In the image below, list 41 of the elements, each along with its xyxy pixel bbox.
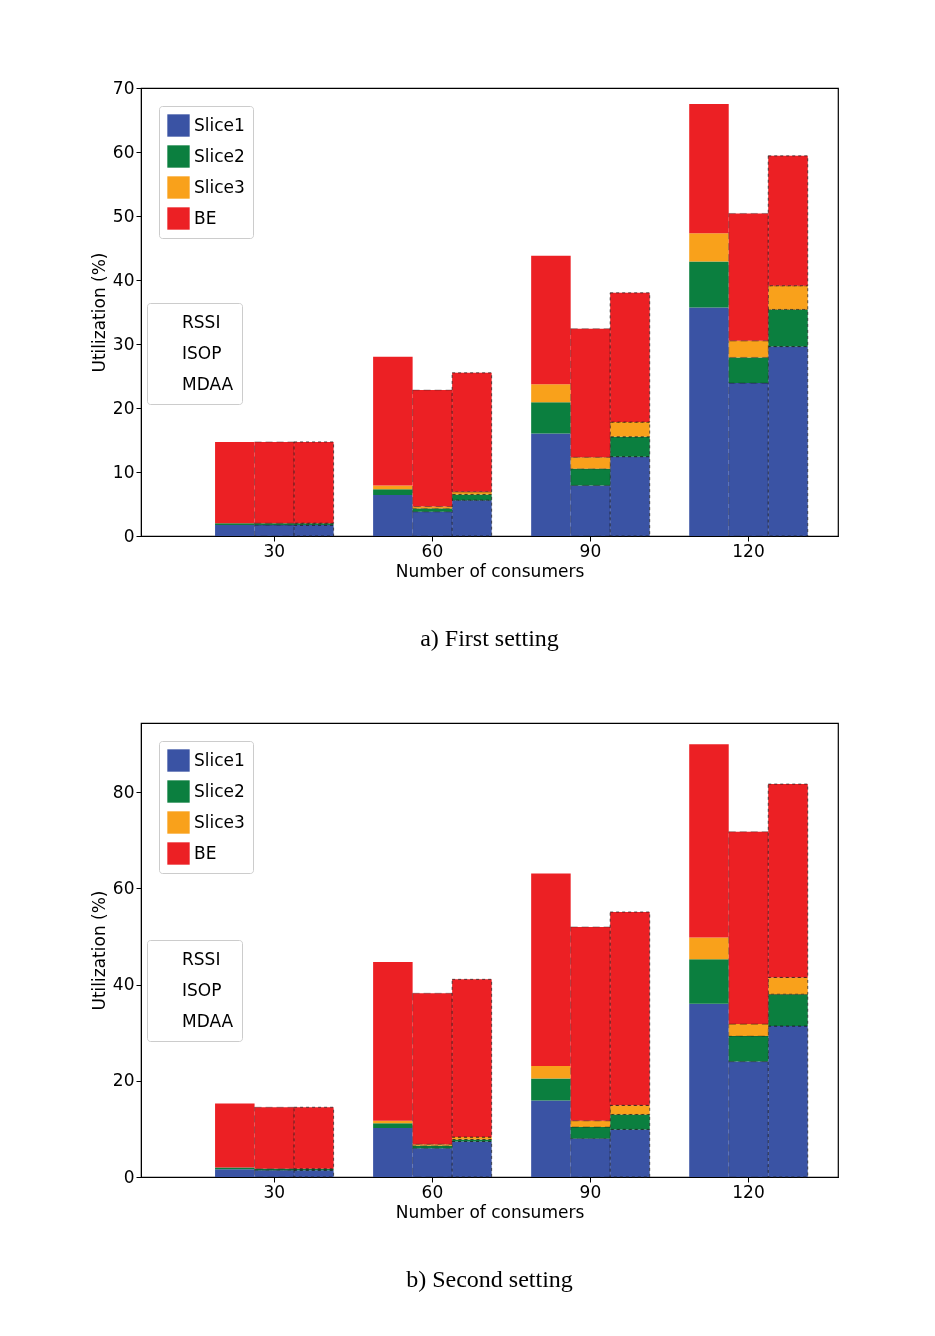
x-tick-label: 90 — [579, 540, 602, 561]
annotation: ISOP — [182, 979, 222, 1000]
annotation: MDAA — [182, 1010, 234, 1031]
annotation: MDAA — [182, 373, 234, 394]
legend-label: Slice2 — [194, 780, 245, 801]
y-tick-label: 0 — [123, 1166, 135, 1187]
y-tick-label: 40 — [112, 974, 135, 995]
annotation: ISOP — [182, 342, 222, 363]
y-tick-label: 60 — [112, 877, 135, 898]
x-axis-title: Number of consumers — [395, 560, 585, 581]
x-tick-label: 120 — [732, 540, 765, 561]
x-axis-title: Number of consumers — [395, 1201, 585, 1222]
x-tick-label: 60 — [421, 540, 444, 561]
legend-label: BE — [194, 207, 217, 228]
y-tick-label: 70 — [112, 77, 135, 98]
text: b) Second setting — [406, 1266, 573, 1292]
y-tick-label: 30 — [112, 333, 135, 354]
y-axis-title: Utilization (%) — [88, 252, 109, 373]
legend-label: Slice1 — [194, 749, 245, 770]
legend-label: Slice1 — [194, 114, 245, 135]
y-tick-label: 20 — [112, 1070, 135, 1091]
y-tick-label: 80 — [112, 781, 135, 802]
x-tick-label: 30 — [263, 540, 286, 561]
annotation: RSSI — [182, 948, 221, 969]
y-tick-label: 20 — [112, 397, 135, 418]
y-tick-label: 10 — [112, 461, 135, 482]
legend-label: BE — [194, 842, 217, 863]
legend-label: Slice3 — [194, 176, 245, 197]
legend-label: Slice2 — [194, 145, 245, 166]
y-tick-label: 60 — [112, 141, 135, 162]
annotation: RSSI — [182, 311, 221, 332]
text: a) First setting — [420, 625, 559, 651]
x-tick-label: 90 — [579, 1181, 602, 1202]
y-axis-title: Utilization (%) — [88, 890, 109, 1011]
y-tick-label: 40 — [112, 269, 135, 290]
x-tick-label: 60 — [421, 1181, 444, 1202]
x-tick-label: 120 — [732, 1181, 765, 1202]
y-tick-label: 0 — [123, 525, 135, 546]
y-tick-label: 50 — [112, 205, 135, 226]
x-tick-label: 30 — [263, 1181, 286, 1202]
legend-label: Slice3 — [194, 811, 245, 832]
